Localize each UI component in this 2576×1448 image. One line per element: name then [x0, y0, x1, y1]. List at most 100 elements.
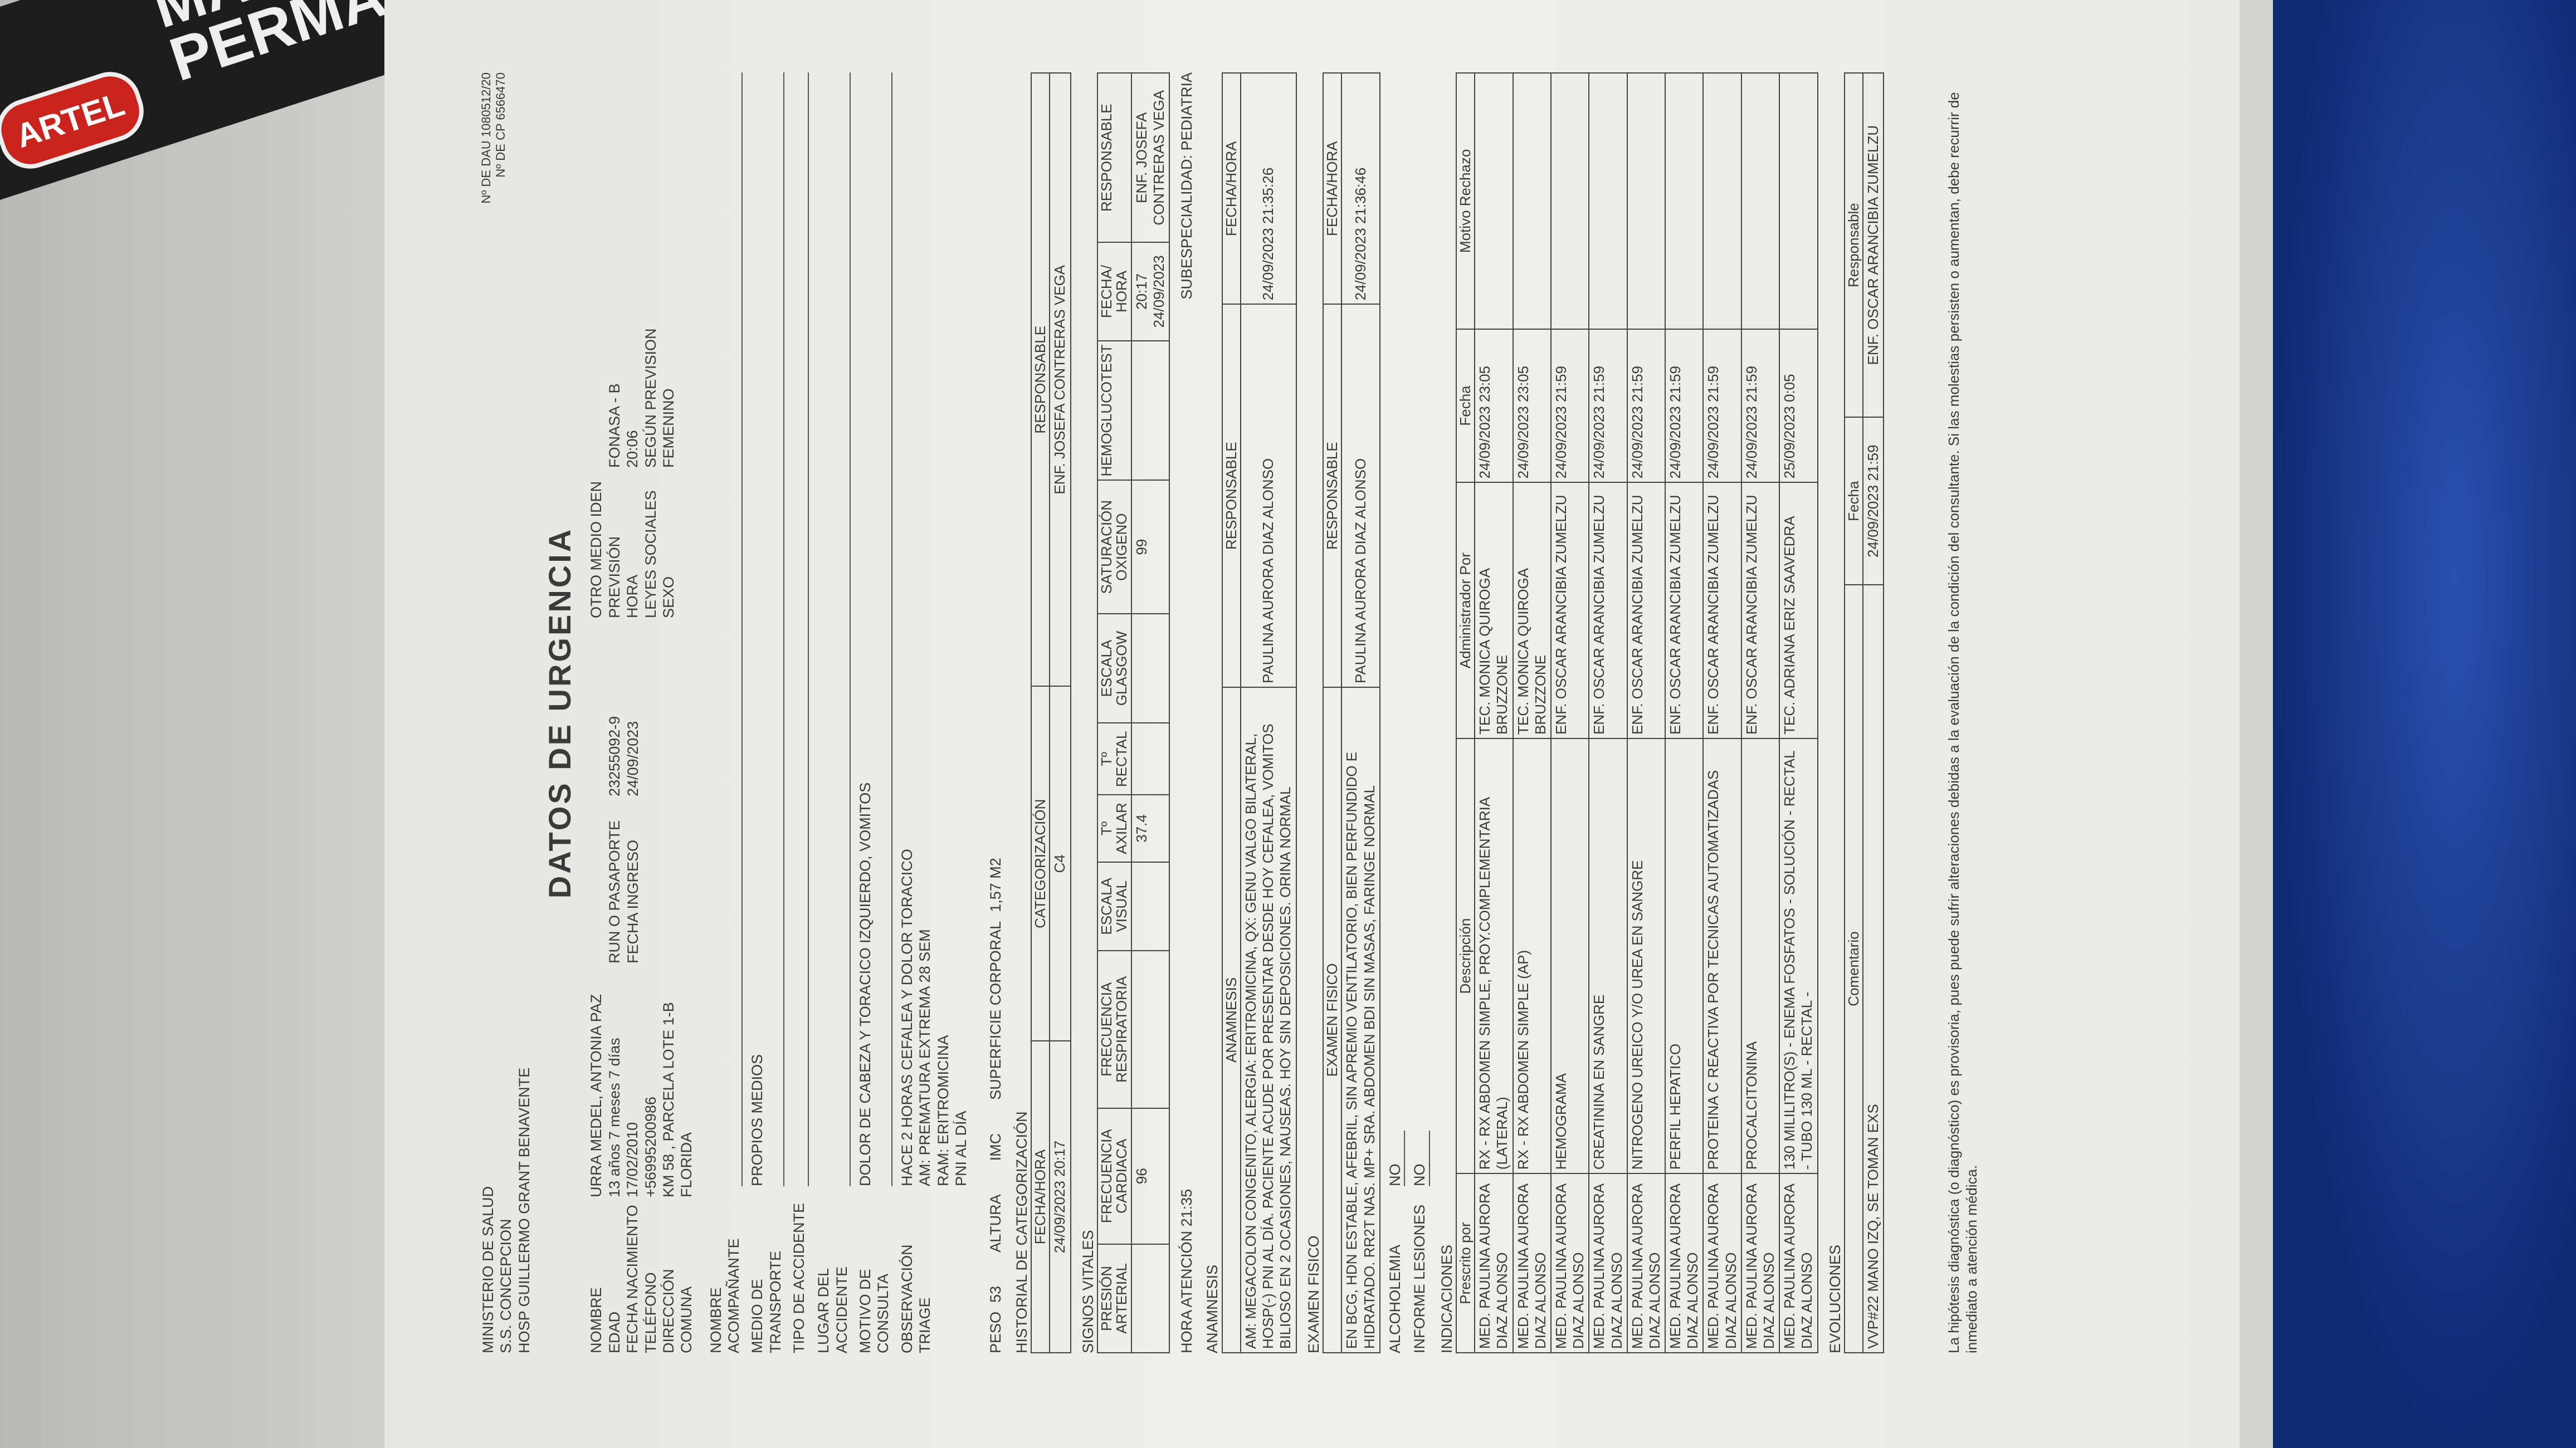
field-value: 24/09/2023 [624, 721, 641, 796]
table-cell [1131, 340, 1170, 481]
table-row: MED. PAULINA AURORA DIAZ ALONSO PROCALCIT… [1741, 73, 1780, 1353]
table-row: MED. PAULINA AURORA DIAZ ALONSO PERFIL HE… [1665, 73, 1704, 1353]
table-cell [1513, 73, 1551, 329]
table-header-row: PRESIÓN ARTERIAL FRECUENCIA CARDIACA FRECU… [1097, 73, 1131, 1353]
field-label: SEXO [660, 576, 677, 618]
patient-field: COMUNA FLORIDA [677, 963, 695, 1353]
table-cell [1627, 73, 1666, 329]
field-value: 17/02/2010 [624, 1122, 641, 1197]
table-cell: PROCALCITONINA [1741, 738, 1780, 1174]
flag-value: NO [1411, 1131, 1430, 1186]
patient-field: NOMBRE URRA MEDEL, ANTONIA PAZ [587, 963, 605, 1353]
table-cell: AM: MEGACOLON CONGENITO, ALERGIA: ERITRO… [1241, 687, 1296, 1353]
field-value: 20:06 [624, 430, 641, 468]
patient-field: FECHA NACIMIENTO 17/02/2010 [623, 963, 641, 1353]
table-header: Responsable [1844, 73, 1863, 418]
table-cell: ENF. OSCAR ARANCIBIA ZUMELZU [1741, 482, 1780, 738]
table-cell: ENF. OSCAR ARANCIBIA ZUMELZU [1550, 482, 1589, 738]
section-title: SIGNOS VITALES [1079, 1230, 1096, 1353]
flag-label: ALCOHOLEMIA [1386, 1244, 1403, 1353]
field-value: 23255092-9 [606, 716, 623, 796]
table-header: ESCALA VISUAL [1097, 862, 1131, 951]
field-value [701, 72, 743, 1186]
flag-value: NO [1385, 1131, 1406, 1186]
table: FECHA/HORA CATEGORIZACIÓN RESPONSABLE 24/09… [1031, 72, 1071, 1353]
table-cell: ENF. OSCAR ARANCIBIA ZUMELZU [1627, 482, 1666, 738]
table-cell: 37.4 [1131, 795, 1170, 862]
table-cell: 24/09/2023 21:36:46 [1341, 73, 1380, 305]
table-row: EN BCG, HDN ESTABLE, AFEBRIL, SIN APREMI… [1341, 73, 1380, 1353]
field-value: FLORIDA [678, 1132, 695, 1197]
table-cell [1131, 1244, 1170, 1353]
header-line: HOSP GUILLERMO GRANT BENAVENTE [515, 1067, 533, 1353]
patient-column: OTRO MEDIO IDEN PREVISIÓN FONASA - B HORA 20… [587, 72, 695, 618]
table-cell: EN BCG, HDN ESTABLE, AFEBRIL, SIN APREMI… [1341, 687, 1380, 1353]
table-cell: 24/09/2023 21:59 [1863, 417, 1884, 585]
title: DATOS DE URGENCIA [542, 527, 578, 899]
table-cell: 24/09/2023 21:59 [1665, 329, 1704, 483]
field-value [784, 72, 809, 1186]
section-title: INDICACIONES [1438, 1244, 1455, 1353]
table-cell: ENF. JOSEFA CONTRERAS VEGA [1131, 73, 1170, 243]
table-cell: 24/09/2023 21:59 [1741, 329, 1780, 483]
field-value: FEMENINO [660, 388, 677, 468]
table-cell: MED. PAULINA AURORA DIAZ ALONSO [1665, 1173, 1704, 1353]
table-cell: CREATININA EN SANGRE [1589, 738, 1627, 1174]
table-cell: MED. PAULINA AURORA DIAZ ALONSO [1475, 1173, 1513, 1353]
table-header: RESPONSABLE [1222, 304, 1241, 688]
section-title: HISTORIAL DE CATEGORIZACIÓN [1013, 1111, 1030, 1353]
patient-field: DIRECCIÓN KM 58 , PARCELA LOTE 1-B [660, 963, 677, 1353]
field-value-line: DOLOR DE CABEZA Y TORACICO IZQUIERDO, VO… [857, 782, 874, 1186]
measure-label: IMC [987, 1133, 1004, 1161]
patient-field: EDAD 13 años 7 meses 7 días [606, 963, 623, 1353]
table-cell: 96 [1131, 1108, 1170, 1244]
field-label: NOMBRE ACOMPAÑANTE [707, 1238, 743, 1353]
field-label: TELÉFONO [642, 1272, 659, 1353]
table-cell: ENF. OSCAR ARANCIBIA ZUMELZU [1863, 73, 1884, 418]
table-header: FRECUENCIA RESPIRATORIA [1097, 951, 1131, 1108]
field-value: +56995200986 [642, 1097, 659, 1197]
field-value-line: PROPIOS MEDIOS [749, 1054, 766, 1186]
patient-field: TELÉFONO +56995200986 [642, 963, 660, 1353]
table-header: FECHA/HORA [1222, 73, 1241, 305]
field-label: MEDIO DE TRANSPORTE [749, 1250, 784, 1353]
field-label: LEYES SOCIALES [642, 490, 659, 618]
table-cell: 130 MILILITRO(S) - ENEMA FOSFATOS - SOLU… [1779, 738, 1818, 1174]
table-cell: ENF. OSCAR ARANCIBIA ZUMELZU [1703, 482, 1741, 738]
header-line: MINISTERIO DE SALUD [480, 1186, 496, 1353]
table: EXAMEN FISICO RESPONSABLE FECHA/HORA EN BCG… [1323, 72, 1380, 1353]
table-row: VVP#22 MANO IZQ, SE TOMAN EXS 24/09/2023 … [1863, 73, 1884, 1353]
section-title: ANAMNESIS [1204, 1264, 1221, 1353]
table-row: MED. PAULINA AURORA DIAZ ALONSO RX - RX A… [1513, 73, 1551, 1353]
table-row: MED. PAULINA AURORA DIAZ ALONSO CREATININ… [1589, 73, 1627, 1353]
measure: SUPERFICIE CORPORAL 1,57 M2 [987, 858, 1004, 1100]
table-cell [1550, 73, 1589, 329]
table-cell [1475, 73, 1513, 329]
field-value: PROPIOS MEDIOS [743, 72, 785, 1186]
measure: IMC [987, 1133, 1004, 1161]
table-cell: NITROGENO UREICO Y/O UREA EN SANGRE [1627, 738, 1666, 1174]
table-cell: MED. PAULINA AURORA DIAZ ALONSO [1550, 1173, 1589, 1353]
table-cell [1779, 73, 1818, 329]
attention-time: HORA ATENCIÓN 21:35 [1178, 1189, 1196, 1353]
table-cell [1589, 73, 1627, 329]
doc-number: Nº DE DAU 1080512/20 [479, 72, 493, 204]
table: Comentario Fecha Responsable VVP#22 MANO IZ… [1844, 72, 1884, 1353]
patient-field: FECHA INGRESO 24/09/2023 [624, 618, 642, 963]
header-line: S.S. CONCEPCION [497, 1219, 515, 1353]
table-cell: PAULINA AURORA DIAZ ALONSO [1241, 304, 1296, 688]
table-header: Descripción [1456, 738, 1475, 1174]
table: PRESIÓN ARTERIAL FRECUENCIA CARDIACA FRECU… [1097, 72, 1170, 1353]
table-header-row: Prescrito por Descripción Administrador Po… [1456, 73, 1475, 1353]
attention-value: 21:35 [1178, 1188, 1196, 1227]
table-header: Motivo Rechazo [1456, 73, 1475, 329]
measure-label: PESO [987, 1311, 1004, 1353]
table-header: RESPONSABLE [1323, 304, 1342, 688]
table-cell: RX - RX ABDOMEN SIMPLE, PROY.COMPLEMENTA… [1475, 738, 1513, 1174]
field-label: COMUNA [678, 1286, 695, 1353]
table-header: FECHA/HORA [1031, 1041, 1050, 1353]
table-header: HEMOGLUCOTEST [1097, 340, 1131, 481]
patient-field: PREVISIÓN FONASA - B [606, 72, 623, 618]
form-field: NOMBRE ACOMPAÑANTE [701, 72, 743, 1353]
